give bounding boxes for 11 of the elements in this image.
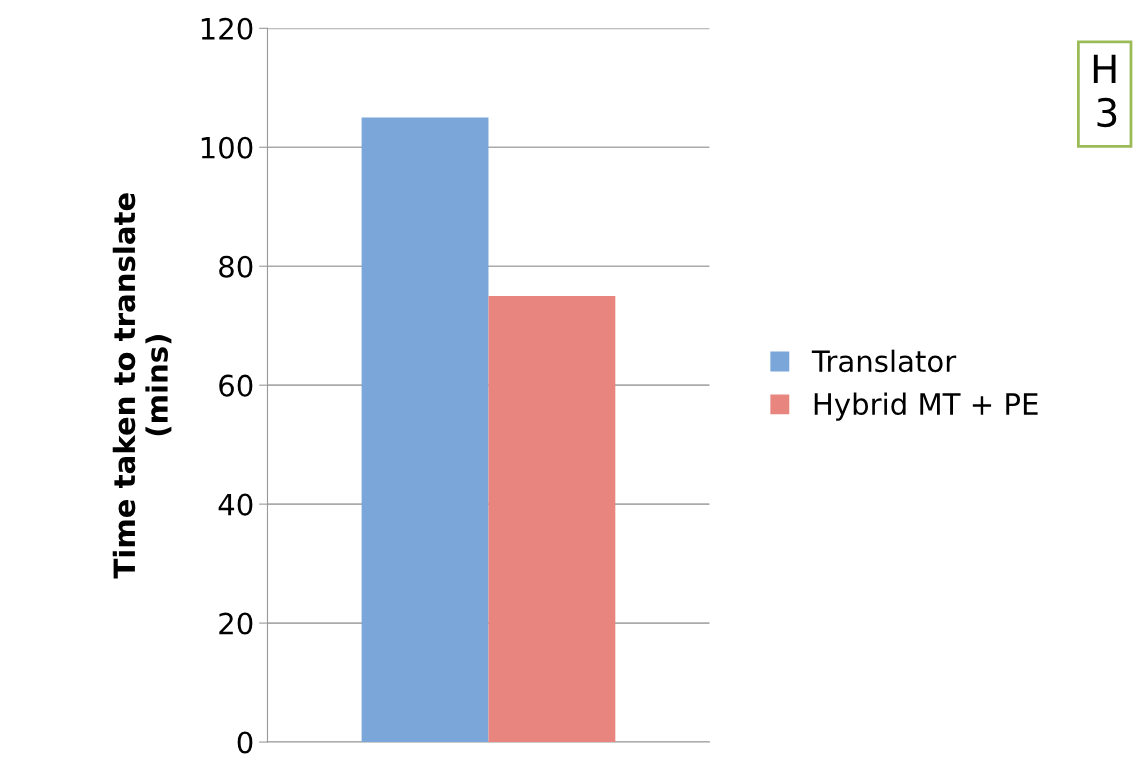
y-tick-label: 120 <box>201 17 253 40</box>
y-tick-label: 60 <box>219 374 253 397</box>
y-tick-label: 40 <box>218 493 253 516</box>
text: H 3 <box>1093 54 1117 128</box>
y-tick-label: 80 <box>219 255 253 278</box>
legend-label: Hybrid MT + PE <box>814 392 1038 421</box>
y-tick-label: 100 <box>201 136 253 159</box>
y-tick-label: 0 <box>237 731 253 754</box>
y-tick-label: 20 <box>219 612 253 635</box>
y-axis-title: Time taken to translate (mins) <box>112 193 172 579</box>
legend-label: Translator <box>811 349 957 373</box>
